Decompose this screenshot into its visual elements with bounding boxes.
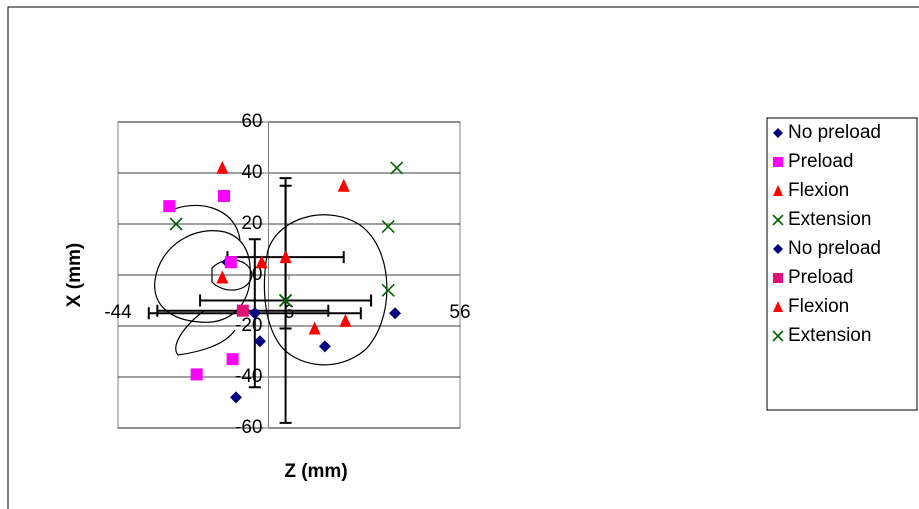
y-tick-label: 20 xyxy=(241,213,262,234)
x-tick-label: -44 xyxy=(104,302,132,323)
legend-label: Extension xyxy=(788,325,871,346)
y-tick-label: 60 xyxy=(241,111,262,132)
x-axis-title: Z (mm) xyxy=(284,461,347,482)
y-tick-label: -20 xyxy=(235,315,262,336)
legend-marker xyxy=(773,273,783,283)
legend-label: Preload xyxy=(788,267,854,288)
x-tick-label: 56 xyxy=(449,302,470,323)
legend-label: Flexion xyxy=(788,180,849,201)
legend-label: Extension xyxy=(788,209,871,230)
legend-marker xyxy=(773,157,783,167)
point xyxy=(163,200,175,212)
point xyxy=(218,190,230,202)
legend-label: Preload xyxy=(788,151,854,172)
chart: -60-40-200204060-44656 X (mm) Z (mm) No … xyxy=(0,0,919,509)
point xyxy=(225,256,237,268)
legend-label: No preload xyxy=(788,238,881,259)
y-tick-label: 40 xyxy=(241,162,262,183)
point xyxy=(237,305,249,317)
y-tick-label: -60 xyxy=(235,417,262,438)
y-axis-title: X (mm) xyxy=(64,243,85,307)
legend-label: Flexion xyxy=(788,296,849,317)
y-tick-label: -40 xyxy=(235,366,262,387)
point xyxy=(191,368,203,380)
point xyxy=(227,353,239,365)
legend-label: No preload xyxy=(788,122,881,143)
